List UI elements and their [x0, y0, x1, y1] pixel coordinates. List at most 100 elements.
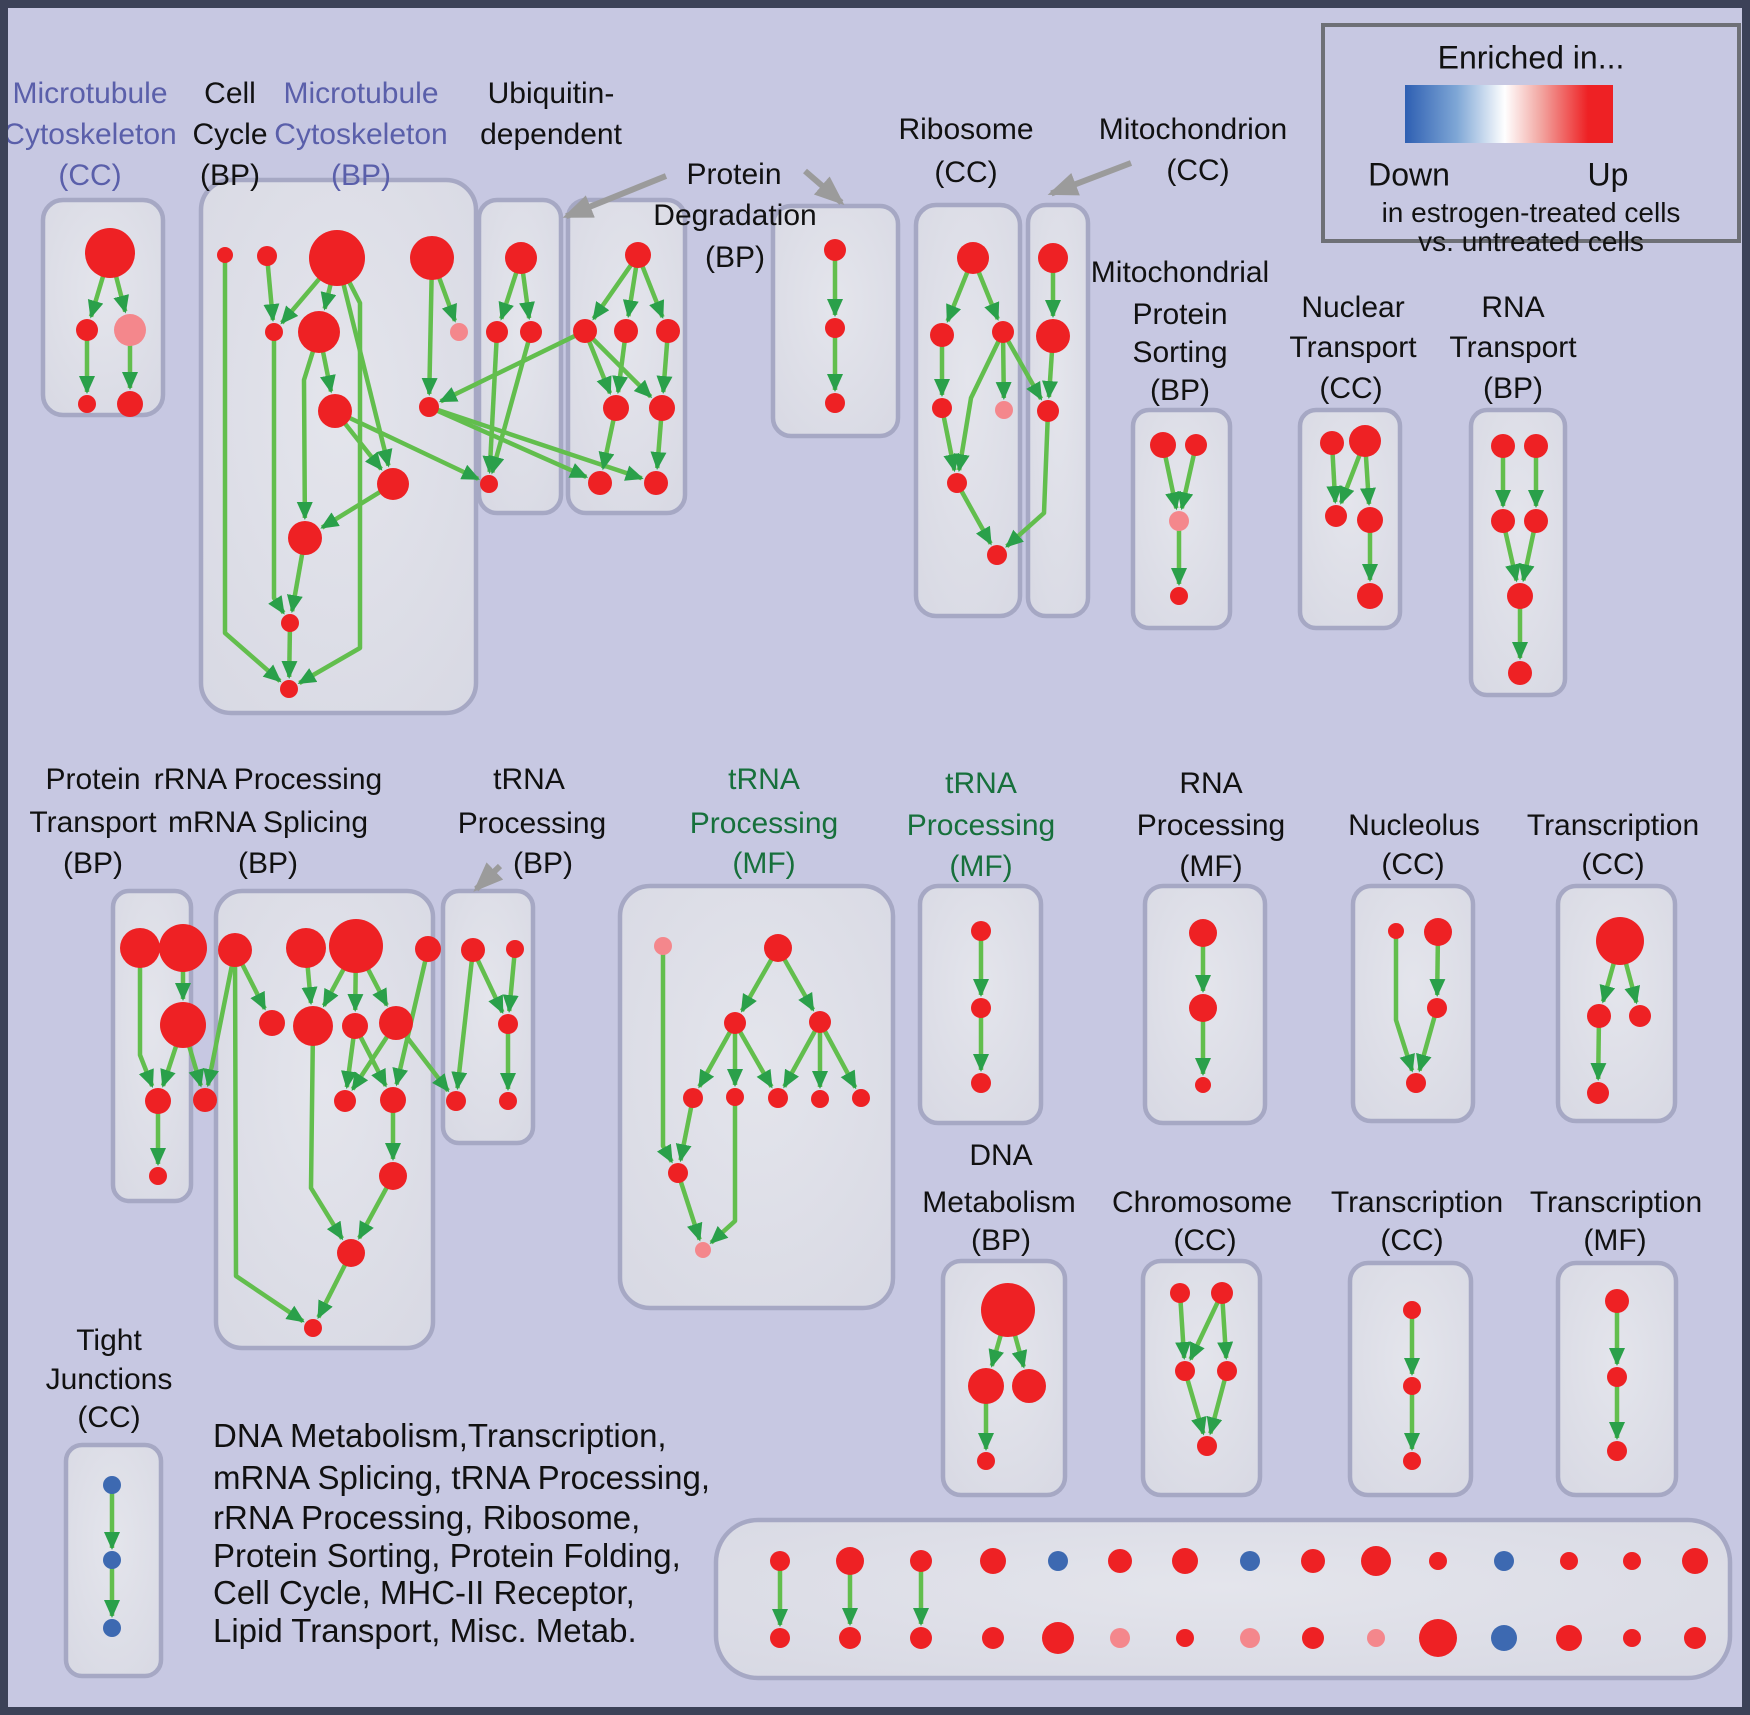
go-term-node	[329, 919, 383, 973]
edge-arrow	[268, 340, 286, 615]
edge-arrow	[1429, 944, 1446, 998]
edge-arrow	[941, 416, 960, 473]
go-term-node	[103, 1476, 121, 1494]
go-term-node	[1170, 587, 1188, 605]
cluster-label: (CC)	[1173, 1224, 1237, 1257]
edge-arrow	[1206, 1379, 1227, 1436]
go-term-node	[980, 1548, 1006, 1574]
go-term-node	[1042, 1622, 1074, 1654]
edge-arrow	[1163, 456, 1181, 511]
go-term-node	[695, 1242, 711, 1258]
go-term-node	[1170, 1283, 1190, 1303]
edge-arrow	[622, 266, 639, 319]
go-term-node	[159, 924, 207, 972]
edge-arrow	[263, 264, 280, 323]
go-term-node	[1491, 509, 1515, 533]
go-term-node	[1684, 1627, 1706, 1649]
edge-arrow	[598, 419, 616, 471]
edge-arrow	[203, 965, 235, 1088]
edge-arrow	[348, 415, 480, 481]
go-term-node	[932, 398, 952, 418]
edge-arrow	[437, 276, 458, 323]
cluster-label: (BP)	[331, 159, 391, 192]
edge-arrow	[320, 283, 337, 311]
go-term-node	[1169, 511, 1189, 531]
edge-arrow	[709, 1105, 738, 1245]
cluster-label: (CC)	[58, 159, 122, 192]
edge-arrow	[782, 958, 816, 1012]
go-term-node	[379, 1162, 407, 1190]
go-term-node	[836, 1547, 864, 1575]
edge-arrow	[945, 271, 970, 323]
edge-arrow	[403, 1034, 450, 1093]
cluster-label: Processing	[1136, 809, 1286, 842]
go-term-node	[614, 319, 638, 343]
edge-arrow	[498, 271, 519, 321]
cluster-label: DNA	[969, 1139, 1033, 1172]
go-term-node	[1403, 1301, 1421, 1319]
go-term-node	[947, 473, 967, 493]
edge-arrow	[438, 333, 577, 404]
go-term-node	[334, 1090, 356, 1112]
edge-arrow	[591, 263, 633, 321]
go-term-node	[1367, 1629, 1385, 1647]
cluster-label: Microtubule	[12, 77, 168, 110]
go-term-node	[103, 1551, 121, 1569]
go-term-node	[1301, 1549, 1325, 1573]
go-term-node	[644, 471, 668, 495]
cluster-label: Mitochondrion	[1098, 113, 1288, 146]
go-term-node	[337, 1239, 365, 1267]
edge-arrow	[502, 956, 519, 1014]
go-term-node	[981, 1283, 1035, 1337]
go-term-node	[318, 394, 352, 428]
edge-arrow	[1005, 339, 1044, 401]
go-term-node	[293, 1006, 333, 1046]
go-term-node	[1623, 1552, 1641, 1570]
go-term-node	[257, 246, 277, 266]
edge-arrow	[675, 1106, 694, 1163]
go-term-node	[1524, 509, 1548, 533]
edge-arrow	[286, 553, 305, 614]
go-term-node	[1556, 1625, 1582, 1651]
cluster-label: rRNA Processing	[153, 763, 383, 796]
go-term-node	[280, 680, 298, 698]
go-term-node	[446, 1091, 466, 1111]
label-pointer-arrow	[1047, 160, 1133, 197]
go-term-node	[117, 391, 143, 417]
go-term-node	[1560, 1552, 1578, 1570]
go-term-node	[380, 1087, 406, 1113]
go-term-node	[419, 397, 439, 417]
edge-arrow	[451, 960, 475, 1091]
go-term-node	[995, 401, 1013, 419]
go-term-node	[768, 1088, 788, 1108]
go-term-node	[218, 933, 252, 967]
go-term-node	[85, 228, 135, 278]
edge-arrow	[1217, 1302, 1234, 1361]
go-term-node	[930, 323, 954, 347]
cluster-label: Ubiquitin-	[487, 77, 615, 110]
go-term-node	[971, 921, 991, 941]
go-term-node	[160, 1002, 206, 1048]
go-term-node	[825, 318, 845, 338]
go-term-node	[1596, 917, 1644, 965]
go-term-node	[625, 242, 651, 268]
go-term-node	[588, 471, 612, 495]
go-term-node	[265, 323, 283, 341]
cluster-label: Junctions	[45, 1363, 173, 1396]
cluster-label: Tight	[76, 1324, 142, 1357]
go-term-node	[415, 936, 441, 962]
cluster-label: tRNA	[493, 763, 565, 796]
cluster-label: (BP)	[238, 847, 298, 880]
edge-arrow	[822, 1029, 858, 1090]
go-term-node	[1429, 1552, 1447, 1570]
edge-arrow	[475, 958, 505, 1015]
cluster-label: (MF)	[949, 850, 1013, 883]
cluster-box	[1468, 407, 1568, 698]
edge-arrow	[738, 1030, 774, 1089]
go-term-node	[1110, 1628, 1130, 1648]
edge-arrow	[87, 275, 106, 319]
edge-arrow	[1042, 351, 1058, 400]
edge-arrow	[959, 489, 993, 546]
go-term-node	[259, 1010, 285, 1036]
go-term-node	[1217, 1361, 1237, 1381]
